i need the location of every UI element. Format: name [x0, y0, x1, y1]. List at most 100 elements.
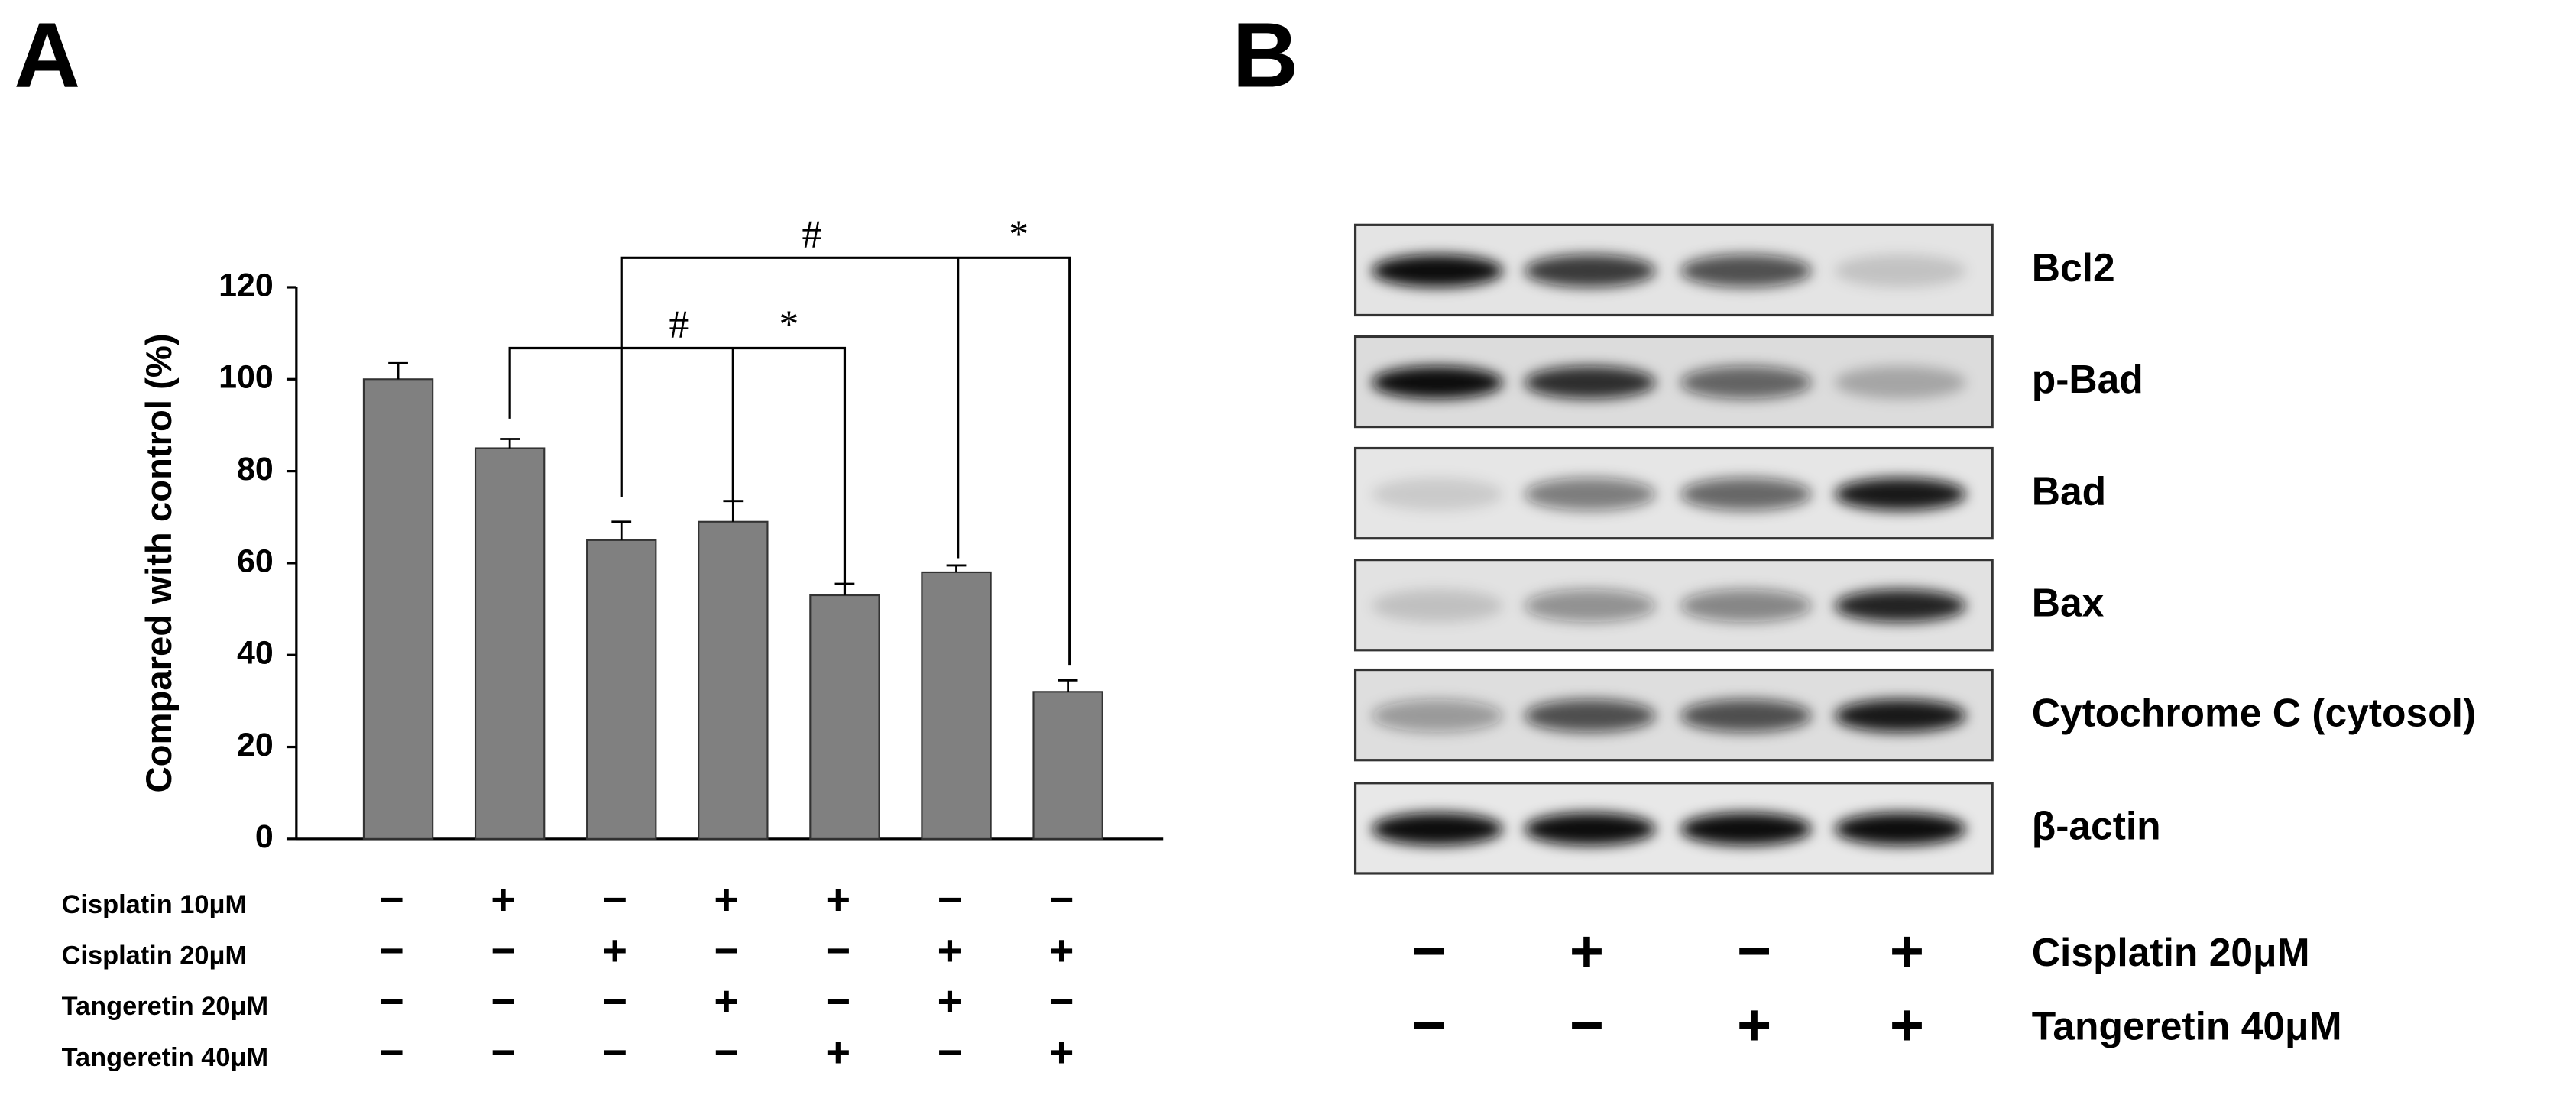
band: [1680, 366, 1812, 400]
band: [1834, 699, 1966, 733]
band: [1524, 699, 1656, 733]
treatment-label: Cisplatin 20μM: [62, 941, 248, 970]
significance-label: *: [1009, 212, 1029, 256]
error-bar: [388, 361, 408, 380]
panel-label: B: [1232, 4, 1298, 106]
treatment-sign: −: [1412, 918, 1447, 984]
panel-label: A: [14, 4, 80, 106]
band: [1834, 589, 1966, 623]
blot-label: β-actin: [2032, 804, 2161, 848]
y-tick-label: 60: [237, 543, 274, 579]
y-tick-label: 20: [237, 727, 274, 763]
treatment-sign: +: [491, 875, 516, 923]
treatment-sign: −: [714, 1028, 739, 1076]
treatment-sign: −: [826, 926, 851, 974]
blot-label: Bcl2: [2032, 245, 2115, 290]
error-bar: [611, 520, 632, 540]
blot-label: Bad: [2032, 468, 2106, 513]
band: [1834, 812, 1966, 846]
blot-bands: [1372, 478, 1966, 511]
bar: [809, 594, 880, 840]
treatment-sign: +: [1890, 918, 1924, 984]
y-tick-label: 100: [219, 359, 274, 396]
treatment-sign: +: [826, 1028, 851, 1076]
band: [1680, 812, 1812, 846]
bar: [698, 520, 769, 840]
y-tick-label: 80: [237, 451, 274, 488]
blot-bands: [1372, 812, 1966, 846]
y-tick-label: 0: [255, 818, 274, 855]
y-axis-label: Compared with control (%): [139, 333, 180, 792]
blot-bands: [1372, 366, 1966, 400]
blot-bands: [1372, 254, 1966, 287]
band: [1524, 812, 1656, 846]
band: [1834, 366, 1966, 400]
treatment-sign: −: [491, 977, 516, 1025]
band: [1680, 699, 1812, 733]
treatment-label: Cisplatin 20μM: [2032, 930, 2310, 974]
significance-label: #: [669, 303, 689, 347]
bracket: [508, 346, 847, 604]
treatment-sign: −: [1412, 993, 1447, 1058]
band: [1372, 254, 1503, 287]
y-tick-label: 120: [219, 267, 274, 303]
treatment-sign: −: [379, 977, 404, 1025]
treatment-sign: +: [1570, 918, 1604, 984]
error-bar: [500, 438, 520, 449]
error-bar: [1058, 679, 1078, 692]
band: [1680, 254, 1812, 287]
treatment-sign: −: [938, 875, 963, 923]
band: [1372, 366, 1503, 400]
band: [1372, 812, 1503, 846]
treatment-sign: +: [938, 926, 963, 974]
band: [1372, 478, 1503, 511]
treatment-sign: +: [1737, 993, 1771, 1058]
treatment-sign: +: [714, 977, 739, 1025]
band: [1834, 254, 1966, 287]
band: [1524, 366, 1656, 400]
treatment-sign: +: [1049, 1028, 1074, 1076]
bar: [921, 571, 992, 840]
treatment-sign: −: [1049, 875, 1074, 923]
treatment-sign: −: [938, 1028, 963, 1076]
blot-label: p-Bad: [2032, 357, 2143, 401]
band: [1372, 699, 1503, 733]
treatment-sign: −: [491, 1028, 516, 1076]
treatment-sign: −: [602, 977, 627, 1025]
error-bar: [723, 500, 744, 522]
significance-label: *: [779, 303, 799, 347]
error-bar: [834, 582, 855, 596]
treatment-sign: −: [1049, 977, 1074, 1025]
blot-bands: [1372, 699, 1966, 733]
treatment-sign: −: [379, 875, 404, 923]
band: [1524, 254, 1656, 287]
bar: [1032, 691, 1103, 840]
bar: [474, 447, 546, 840]
treatment-sign: −: [826, 977, 851, 1025]
treatment-sign: −: [1737, 918, 1771, 984]
significance-brackets: [508, 256, 1071, 666]
bracket: [620, 256, 1071, 666]
treatment-sign: −: [379, 926, 404, 974]
treatment-label: Tangeretin 20μM: [62, 992, 269, 1021]
band: [1524, 478, 1656, 511]
blot-bands: [1372, 589, 1966, 623]
significance-label: #: [802, 212, 822, 256]
treatment-sign: −: [379, 1028, 404, 1076]
band: [1834, 478, 1966, 511]
y-tick-label: 40: [237, 635, 274, 672]
treatment-sign: +: [1890, 993, 1924, 1058]
band: [1680, 589, 1812, 623]
band: [1372, 589, 1503, 623]
treatment-label: Tangeretin 40μM: [2032, 1004, 2342, 1048]
bar: [362, 378, 434, 840]
treatment-sign: +: [826, 875, 851, 923]
treatment-sign: −: [1570, 993, 1604, 1058]
blot-label: Bax: [2032, 580, 2105, 624]
treatment-sign: +: [938, 977, 963, 1025]
error-bar: [946, 564, 967, 572]
band: [1524, 589, 1656, 623]
treatment-sign: +: [1049, 926, 1074, 974]
treatment-label: Cisplatin 10μM: [62, 890, 248, 919]
